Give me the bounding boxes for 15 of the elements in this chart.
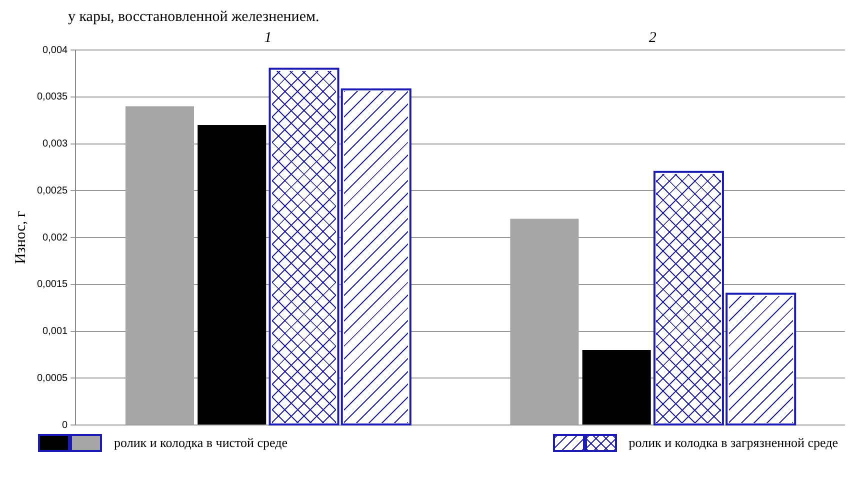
y-tick-label: 0,0035	[36, 92, 68, 103]
legend-label: ролик и колодка в загрязненной среде	[628, 435, 838, 451]
y-tick-label: 0,001	[42, 326, 68, 337]
x-tick-label: 1	[264, 30, 272, 46]
y-tick-label: 0,004	[42, 44, 68, 56]
y-tick-label: 0,0015	[36, 279, 68, 290]
y-tick-label: 0,0025	[36, 185, 68, 196]
y-tick-label: 0,003	[42, 138, 68, 150]
y-tick-label: 0	[62, 420, 68, 431]
x-tick-label: 2	[648, 30, 657, 46]
legend-label: ролик и колодка в чистой среде	[114, 435, 288, 451]
text: у кары, восстановленной железнением.	[68, 8, 320, 26]
y-axis-title: Износ, г	[12, 211, 29, 264]
y-tick-label: 0,0005	[36, 372, 68, 384]
y-tick-label: 0,002	[42, 232, 68, 244]
